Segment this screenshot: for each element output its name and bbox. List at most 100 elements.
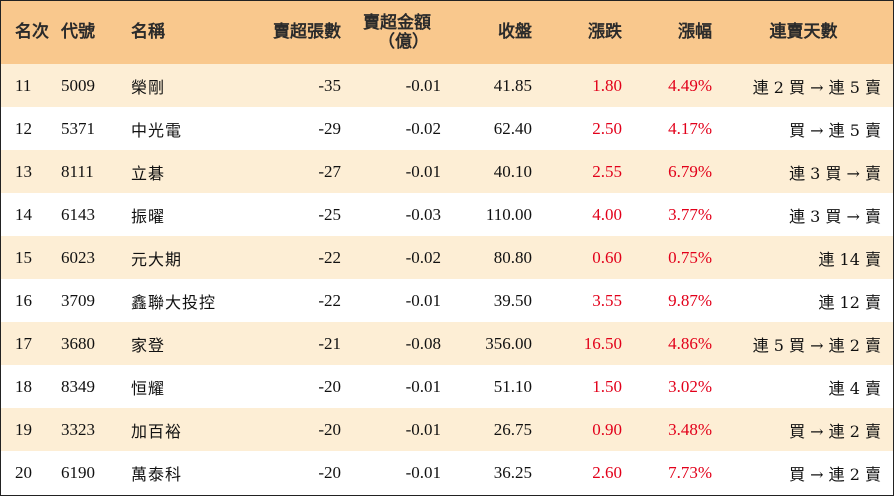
close-cell: 62.40: [493, 118, 532, 138]
table-row: 16 3709 鑫聯大投控 -22 -0.01 39.50 3.55 9.87% 連 12 賣: [1, 279, 893, 322]
header-rank: 名次: [15, 22, 49, 42]
rank-cell: 11: [15, 75, 32, 95]
change-pct-cell: 9.87%: [668, 290, 712, 310]
net-sell-lots-cell: -21: [318, 333, 341, 353]
streak-cell: 連 4 賣: [828, 378, 881, 398]
net-sell-amount-cell: -0.01: [405, 290, 441, 310]
close-cell: 40.10: [493, 161, 532, 181]
header-close: 收盤: [498, 22, 532, 42]
net-sell-lots-cell: -25: [318, 204, 341, 224]
streak-cell: 連 3 買 → 賣: [789, 163, 881, 183]
name-cell: 萬泰科: [131, 464, 183, 484]
rank-cell: 15: [15, 247, 32, 267]
change-cell: 3.55: [592, 290, 622, 310]
net-sell-amount-cell: -0.03: [405, 204, 441, 224]
rank-cell: 19: [15, 419, 32, 439]
change-pct-cell: 7.73%: [668, 462, 712, 482]
name-cell: 恒耀: [131, 378, 166, 398]
change-cell: 1.80: [592, 75, 622, 95]
code-cell: 3709: [61, 290, 95, 310]
change-pct-cell: 4.49%: [668, 75, 712, 95]
code-cell: 3323: [61, 419, 95, 439]
rank-cell: 18: [15, 376, 32, 396]
name-cell: 立碁: [131, 163, 166, 183]
rank-cell: 20: [15, 462, 32, 482]
close-cell: 26.75: [493, 419, 532, 439]
header-net-sell-amount-line1: 賣超金額: [363, 12, 431, 33]
close-cell: 110.00: [485, 204, 532, 224]
close-cell: 51.10: [493, 376, 532, 396]
net-sell-amount-cell: -0.01: [405, 376, 441, 396]
change-pct-cell: 4.86%: [668, 333, 712, 353]
change-pct-cell: 0.75%: [668, 247, 712, 267]
net-sell-amount-cell: -0.02: [405, 118, 441, 138]
close-cell: 356.00: [485, 333, 532, 353]
table-body: 11 5009 榮剛 -35 -0.01 41.85 1.80 4.49% 連 2 買 → 連 …: [1, 64, 893, 494]
header-change-pct: 漲幅: [678, 22, 712, 42]
name-cell: 榮剛: [131, 77, 166, 97]
net-sell-lots-cell: -20: [318, 376, 341, 396]
streak-cell: 連 14 賣: [818, 249, 881, 269]
net-sell-amount-cell: -0.01: [405, 75, 441, 95]
change-cell: 1.50: [592, 376, 622, 396]
change-cell: 16.50: [583, 333, 622, 353]
table-row: 19 3323 加百裕 -20 -0.01 26.75 0.90 3.48% 買 → 連 2 賣: [1, 408, 893, 451]
change-cell: 2.55: [592, 161, 622, 181]
header-net-sell-lots: 賣超張數: [273, 22, 341, 42]
code-cell: 6190: [61, 462, 95, 482]
net-sell-amount-cell: -0.08: [405, 333, 441, 353]
name-cell: 中光電: [131, 120, 183, 140]
close-cell: 36.25: [493, 462, 532, 482]
net-sell-lots-cell: -27: [318, 161, 341, 181]
header-net-sell-amount-line2: （億）: [378, 31, 429, 52]
rank-cell: 16: [15, 290, 32, 310]
net-sell-amount-cell: -0.02: [405, 247, 441, 267]
code-cell: 8111: [61, 161, 94, 181]
streak-cell: 連 5 買 → 連 2 賣: [752, 335, 881, 355]
streak-cell: 買 → 連 2 賣: [789, 421, 881, 441]
streak-cell: 買 → 連 5 賣: [789, 120, 881, 140]
close-cell: 41.85: [493, 75, 532, 95]
rank-cell: 13: [15, 161, 32, 181]
net-sell-amount-cell: -0.01: [405, 462, 441, 482]
name-cell: 家登: [131, 335, 166, 355]
streak-cell: 連 2 買 → 連 5 賣: [752, 77, 881, 97]
net-sell-lots-cell: -22: [318, 247, 341, 267]
change-pct-cell: 3.77%: [668, 204, 712, 224]
code-cell: 8349: [61, 376, 95, 396]
rank-cell: 17: [15, 333, 32, 353]
header-code: 代號: [61, 22, 95, 42]
name-cell: 振曜: [131, 206, 166, 226]
header-streak: 連賣天數: [769, 22, 838, 42]
net-sell-amount-cell: -0.01: [405, 419, 441, 439]
header-name: 名稱: [131, 22, 165, 42]
name-cell: 鑫聯大投控: [131, 292, 217, 312]
table-row: 12 5371 中光電 -29 -0.02 62.40 2.50 4.17% 買 → 連 5 賣: [1, 107, 893, 150]
code-cell: 5009: [61, 75, 95, 95]
code-cell: 6023: [61, 247, 95, 267]
code-cell: 5371: [61, 118, 95, 138]
net-sell-lots-cell: -20: [318, 462, 341, 482]
table-row: 18 8349 恒耀 -20 -0.01 51.10 1.50 3.02% 連 4 賣: [1, 365, 893, 408]
name-cell: 加百裕: [131, 421, 183, 441]
table-row: 15 6023 元大期 -22 -0.02 80.80 0.60 0.75% 連 14 賣: [1, 236, 893, 279]
header-change: 漲跌: [588, 22, 622, 42]
change-pct-cell: 3.48%: [668, 419, 712, 439]
change-pct-cell: 3.02%: [668, 376, 712, 396]
change-cell: 2.60: [592, 462, 622, 482]
net-sell-amount-cell: -0.01: [405, 161, 441, 181]
net-sell-lots-cell: -35: [318, 75, 341, 95]
table-row: 17 3680 家登 -21 -0.08 356.00 16.50 4.86% 連 5 買 → …: [1, 322, 893, 365]
streak-cell: 買 → 連 2 賣: [789, 464, 881, 484]
change-cell: 0.90: [592, 419, 622, 439]
name-cell: 元大期: [131, 249, 183, 269]
change-cell: 2.50: [592, 118, 622, 138]
table-row: 20 6190 萬泰科 -20 -0.01 36.25 2.60 7.73% 買 → 連 2 賣: [1, 451, 893, 494]
rank-cell: 12: [15, 118, 32, 138]
code-cell: 3680: [61, 333, 95, 353]
net-sell-lots-cell: -22: [318, 290, 341, 310]
table-row: 14 6143 振曜 -25 -0.03 110.00 4.00 3.77% 連 3 買 → 賣: [1, 193, 893, 236]
change-cell: 4.00: [592, 204, 622, 224]
code-cell: 6143: [61, 204, 95, 224]
